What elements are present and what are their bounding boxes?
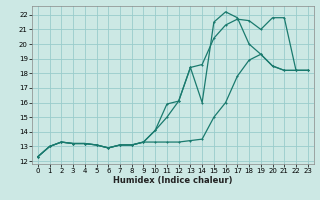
X-axis label: Humidex (Indice chaleur): Humidex (Indice chaleur): [113, 176, 233, 185]
